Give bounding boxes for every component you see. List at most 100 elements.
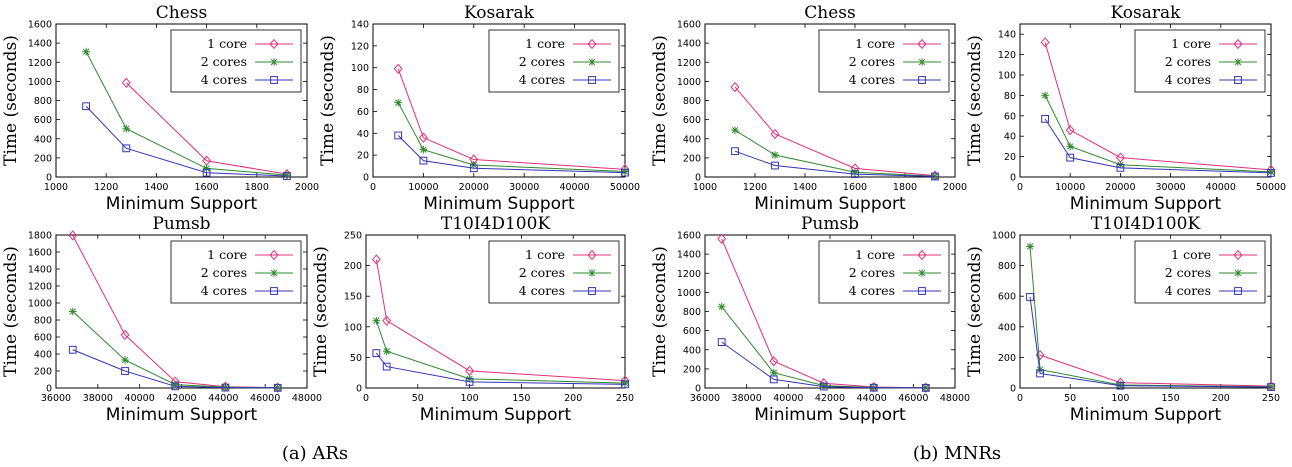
data-point <box>851 168 859 177</box>
legend-label: 1 core <box>207 36 247 51</box>
data-point <box>419 156 428 165</box>
y-tick-label: 400 <box>683 134 701 145</box>
data-point <box>771 161 779 170</box>
x-tick-label: 36000 <box>41 393 71 404</box>
y-axis-label: Time (seconds) <box>311 246 331 377</box>
y-tick-label: 140 <box>351 20 369 31</box>
legend: 1 core 2 cores 4 cores <box>170 240 302 304</box>
y-tick-label: 0 <box>363 173 369 184</box>
y-tick-label: 800 <box>683 96 701 107</box>
y-tick-label: 600 <box>683 115 701 126</box>
data-point <box>418 132 428 143</box>
data-point <box>382 362 391 371</box>
y-tick-label: 0 <box>695 384 701 395</box>
y-tick-label: 400 <box>683 345 701 356</box>
legend-marker <box>918 269 926 277</box>
y-axis-label: Time (seconds) <box>650 35 670 166</box>
series-line <box>721 341 926 389</box>
chart-title: T10I4D100K <box>441 214 551 234</box>
x-tick-label: 0 <box>1017 393 1023 404</box>
data-point <box>1041 114 1049 123</box>
data-point <box>465 377 474 386</box>
x-tick-label: 38000 <box>732 393 762 404</box>
chart-1: 0 200 400 600 800 1000 1200 1400 1600 1000 1200 140… <box>1 3 319 214</box>
series-line <box>375 259 626 382</box>
y-tick-label: 1000 <box>28 77 52 88</box>
legend-label: 1 core <box>525 247 565 262</box>
y-tick-label: 1400 <box>28 39 52 50</box>
x-tick-label: 50000 <box>1256 182 1286 193</box>
x-tick-label: 50 <box>412 393 424 404</box>
y-tick-label: 200 <box>683 153 701 164</box>
legend: 1 core 2 cores 4 cores <box>1134 29 1266 93</box>
data-point <box>82 102 91 111</box>
legend-label: 4 cores <box>849 283 895 298</box>
legend: 1 core 2 cores 4 cores <box>170 29 302 93</box>
x-tick-label: 250 <box>616 393 634 404</box>
data-point <box>1066 142 1074 151</box>
data-point <box>394 131 403 140</box>
y-axis-label: Time (seconds) <box>318 35 338 166</box>
x-tick-label: 48000 <box>292 393 322 404</box>
data-point <box>68 345 77 354</box>
y-tick-label: 400 <box>998 322 1016 333</box>
x-tick-label: 1600 <box>843 182 867 193</box>
chart-7: 0 200 400 600 800 1000 1200 1400 1600 36000 38000 4… <box>650 214 970 425</box>
data-point <box>1066 153 1075 162</box>
y-tick-label: 80 <box>357 85 369 96</box>
y-tick-label: 0 <box>695 173 701 184</box>
series-line <box>85 51 287 176</box>
y-tick-label: 120 <box>351 41 369 52</box>
x-tick-label: 30000 <box>509 182 539 193</box>
data-point <box>419 145 428 154</box>
legend-label: 2 cores <box>519 265 565 280</box>
chart-5: 0 200 400 600 800 1000 1200 1400 1600 1000 1200 140… <box>650 3 967 214</box>
y-axis-label: Time (seconds) <box>1 35 21 166</box>
legend-label: 4 cores <box>1165 283 1211 298</box>
data-point <box>121 356 129 364</box>
x-tick-label: 10000 <box>408 182 438 193</box>
y-tick-label: 1000 <box>677 288 701 299</box>
x-axis-label: Minimum Support <box>106 405 258 425</box>
legend-label: 1 core <box>855 36 895 51</box>
data-point <box>819 381 828 390</box>
series-line <box>734 86 936 177</box>
data-point <box>273 382 283 393</box>
y-tick-label: 1400 <box>28 265 52 276</box>
x-tick-label: 1800 <box>893 182 917 193</box>
y-tick-label: 1000 <box>992 231 1016 242</box>
y-tick-label: 0 <box>46 384 52 395</box>
data-point <box>202 164 211 173</box>
legend-marker <box>917 249 927 261</box>
y-tick-label: 1800 <box>28 231 52 242</box>
data-point <box>283 172 291 180</box>
legend-marker <box>918 58 926 66</box>
legend-marker <box>588 287 596 295</box>
legend-marker <box>270 76 278 84</box>
x-axis-label: Minimum Support <box>1070 405 1222 425</box>
data-point <box>731 147 739 156</box>
data-point <box>921 384 930 392</box>
legend: 1 core 2 cores 4 cores <box>488 240 620 304</box>
legend-label: 1 core <box>525 36 565 51</box>
y-tick-label: 1200 <box>677 269 701 280</box>
series-line <box>734 129 936 177</box>
x-axis-label: Minimum Support <box>423 194 575 214</box>
legend-marker <box>270 287 278 295</box>
legend-label: 1 core <box>1171 247 1211 262</box>
data-point <box>273 383 282 392</box>
series-line <box>1029 246 1272 388</box>
series-line <box>72 311 278 389</box>
y-tick-label: 1200 <box>28 58 52 69</box>
y-tick-label: 20 <box>357 151 369 162</box>
data-point <box>394 98 402 107</box>
chart-title: T10I4D100K <box>1091 214 1201 234</box>
data-point <box>851 170 859 179</box>
data-point <box>82 47 90 56</box>
data-point <box>1116 163 1125 172</box>
data-point <box>1116 381 1125 389</box>
legend-label: 2 cores <box>1165 54 1211 69</box>
legend: 1 core 2 cores 4 cores <box>1134 240 1266 304</box>
data-point <box>921 382 931 393</box>
y-tick-label: 200 <box>998 353 1016 364</box>
